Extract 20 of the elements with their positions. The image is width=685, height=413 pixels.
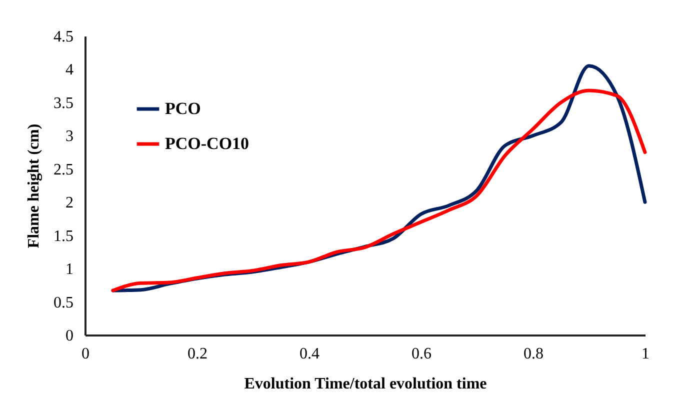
y-axis-title: Flame height (cm) bbox=[26, 124, 42, 248]
x-tick-label: 0.4 bbox=[300, 346, 320, 362]
legend-label: PCO-CO10 bbox=[165, 134, 250, 153]
x-tick-label: 1 bbox=[642, 346, 650, 362]
y-tick-label: 1 bbox=[66, 261, 74, 278]
x-tick-label: 0.8 bbox=[524, 346, 544, 362]
legend-label: PCO bbox=[165, 99, 201, 118]
x-tick-label: 0.6 bbox=[412, 346, 432, 362]
y-tick-label: 4 bbox=[66, 62, 74, 79]
y-tick-label: 0.5 bbox=[54, 294, 74, 312]
y-tick-label: 1.5 bbox=[54, 228, 74, 245]
y-tick-label: 4.5 bbox=[54, 28, 74, 46]
x-tick-label: 0 bbox=[82, 346, 90, 362]
y-tick-label: 2 bbox=[66, 194, 74, 212]
x-axis-title: Evolution Time/total evolution time bbox=[244, 376, 487, 392]
x-tick-label: 0.2 bbox=[188, 346, 208, 362]
y-tick-label: 3.5 bbox=[54, 94, 74, 112]
y-tick-label: 0 bbox=[66, 328, 74, 344]
y-tick-label: 2.5 bbox=[54, 161, 74, 178]
y-tick-label: 3 bbox=[66, 128, 74, 146]
